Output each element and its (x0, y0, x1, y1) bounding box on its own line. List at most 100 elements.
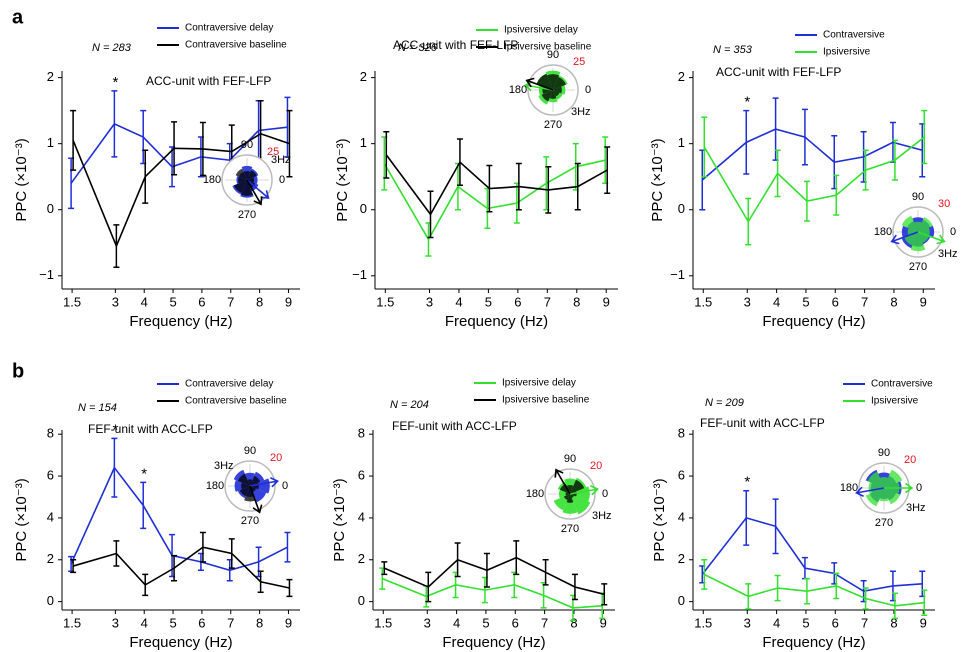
rose-arrow (246, 179, 263, 206)
x-tick-label: 8 (256, 615, 263, 630)
legend-label: Ipsiversive delay (502, 378, 576, 389)
rose-angle-label: 270 (909, 261, 927, 273)
y-axis-label: PPC (×10⁻³) (649, 138, 666, 221)
x-tick-label: 1.5 (63, 294, 81, 309)
rose-wedge (570, 494, 591, 515)
rose-wedge (559, 483, 570, 494)
rose-wedge (910, 232, 926, 252)
annotation: ACC-unit with FEF-LFP (146, 74, 271, 88)
rose-angle-label: 270 (238, 209, 256, 221)
x-tick-label: 9 (285, 294, 292, 309)
rose-wedge (565, 492, 570, 496)
y-tick-label: 6 (358, 467, 365, 482)
panel-label: b (12, 360, 24, 382)
annotation: ACC-unit with FEF-LFP (716, 65, 841, 79)
rose-angle-label: 0 (585, 84, 591, 96)
y-axis-label: PPC (×10⁻³) (334, 138, 351, 221)
x-tick-label: 5 (485, 294, 492, 309)
rose-wedge (247, 177, 255, 183)
error-bar (286, 109, 293, 178)
rose-wedge (918, 232, 929, 243)
series-line (383, 159, 606, 242)
panel: b 0 2 4 6 8 1.5 3 4 5 6 7 8 9 Frequency (Hz) PPC (×10⁻³… (12, 360, 300, 651)
annotation: FEF-unit with ACC-LFP (700, 416, 825, 430)
y-tick-label: 4 (47, 509, 54, 524)
x-axis-label: Frequency (Hz) (445, 313, 548, 330)
series-line (70, 122, 288, 184)
rose-wedge (570, 494, 575, 499)
legend-label: Ipsiversive delay (504, 25, 578, 36)
rose-wedge (240, 180, 254, 196)
rose-wedge (546, 74, 560, 90)
x-tick-label: 4 (141, 294, 148, 309)
n-label: N = 209 (705, 397, 744, 409)
x-tick-label: 6 (832, 294, 839, 309)
rose-radius-label: 20 (904, 454, 916, 466)
x-tick-label: 1.5 (694, 294, 712, 309)
x-tick-label: 3 (744, 294, 751, 309)
rose-angle-label: 90 (878, 447, 890, 459)
rose-wedge (914, 221, 922, 232)
rose-angle-label: 0 (916, 482, 922, 494)
rose-wedge (553, 90, 560, 97)
x-tick-label: 5 (802, 294, 809, 309)
rose-wedge (553, 86, 562, 94)
rose-wedge (570, 486, 590, 502)
rose-arrow (569, 485, 599, 496)
error-bar (70, 109, 77, 171)
rose-wedge (562, 494, 578, 514)
legend-label: Ipsiversive baseline (502, 395, 590, 406)
x-tick-label: 9 (600, 615, 607, 630)
rose-frequency-label: 3Hz (906, 502, 926, 514)
x-tick-label: 9 (285, 615, 292, 630)
rose-wedge (235, 168, 247, 180)
x-tick-label: 3 (424, 615, 431, 630)
x-tick-label: 6 (512, 615, 519, 630)
x-tick-label: 8 (890, 294, 897, 309)
rose-wedge (250, 486, 257, 493)
rose-angle-label: 90 (244, 445, 256, 457)
rose-wedge (247, 479, 253, 486)
rose-angle-label: 0 (279, 174, 285, 186)
x-tick-label: 8 (890, 615, 897, 630)
rose-wedge (250, 475, 261, 486)
y-tick-label: 0 (678, 201, 685, 216)
legend-label: Contraversive baseline (185, 40, 287, 51)
rose-radius-label: 20 (590, 460, 602, 472)
x-tick-label: 5 (169, 615, 176, 630)
rose-wedge (918, 217, 933, 232)
y-tick-label: 4 (678, 509, 685, 524)
rose-angle-label: 270 (544, 119, 562, 131)
rose-wedge (247, 170, 257, 180)
x-tick-label: 1.5 (374, 615, 392, 630)
legend-label: Contraversive (871, 379, 933, 390)
rose-radius-label: 30 (938, 198, 950, 210)
rose-angle-label: 180 (840, 482, 858, 494)
rose-wedge (884, 469, 903, 488)
rose-wedge (241, 482, 250, 490)
x-tick-label: 6 (198, 294, 205, 309)
y-tick-label: 8 (678, 426, 685, 441)
y-tick-label: 1 (678, 135, 685, 150)
legend-label: Contraversive (823, 30, 885, 41)
rose-plot: 90 180 270 0 20 3Hz (526, 453, 612, 535)
y-tick-label: 8 (47, 426, 54, 441)
annotation: FEF-unit with ACC-LFP (88, 422, 213, 436)
rose-angle-label: 90 (912, 191, 924, 203)
y-tick-label: 0 (678, 593, 685, 608)
n-label: N = 154 (78, 402, 117, 414)
y-axis-label: PPC (×10⁻³) (13, 478, 30, 561)
annotation: ACC-unit with FEF-LFP (393, 38, 518, 52)
panel: −1 0 1 2 1.5 3 4 5 6 7 8 9 Frequency (Hz) PPC (×10⁻³)… (649, 30, 958, 330)
x-tick-label: 8 (570, 615, 577, 630)
x-tick-label: 6 (198, 615, 205, 630)
rose-wedge (566, 494, 574, 503)
y-axis-label: PPC (×10⁻³) (13, 138, 30, 221)
rose-angle-label: 90 (547, 49, 559, 61)
x-tick-label: 5 (802, 615, 809, 630)
x-tick-label: 3 (112, 294, 119, 309)
rose-radius-label: 25 (573, 56, 585, 68)
y-tick-label: 0 (360, 201, 367, 216)
